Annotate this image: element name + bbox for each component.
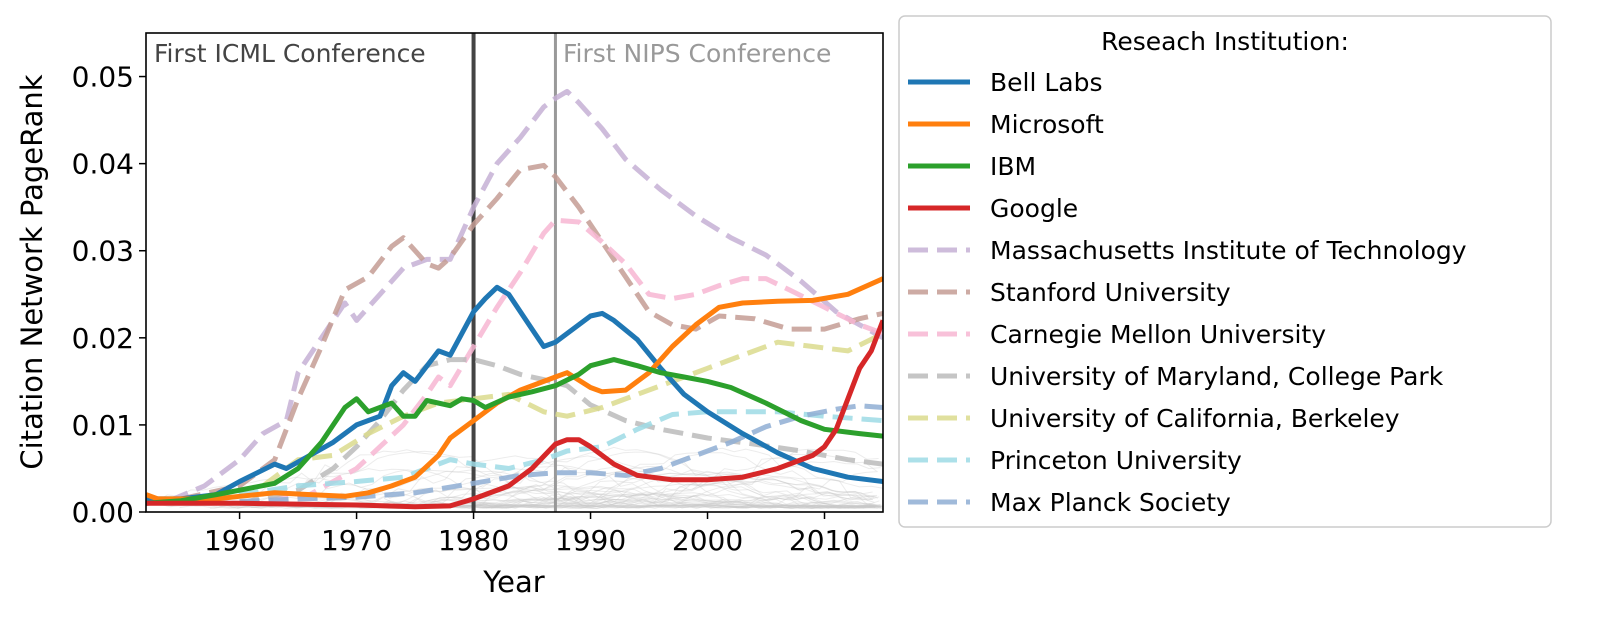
y-tick-label: 0.04 — [72, 148, 134, 181]
background-line — [371, 452, 875, 509]
series-line-microsoft — [146, 276, 883, 502]
legend-label: Google — [990, 194, 1078, 223]
legend-label: Stanford University — [990, 278, 1231, 307]
background-line — [419, 488, 877, 509]
legend-title: Reseach Institution: — [1101, 27, 1349, 56]
x-tick-label: 1980 — [438, 524, 509, 557]
background-line — [463, 496, 873, 509]
background-line — [179, 465, 882, 509]
x-tick-label: 2000 — [672, 524, 743, 557]
x-tick-label: 1970 — [321, 524, 392, 557]
legend-label: University of California, Berkeley — [990, 404, 1400, 433]
plot-frame — [145, 32, 884, 513]
y-tick-label: 0.05 — [72, 61, 134, 94]
background-line — [479, 471, 878, 510]
background-line — [231, 449, 875, 509]
legend-box — [898, 15, 1552, 528]
x-axis-ticks: 1960 1970 1980 1990 2000 2010 — [204, 512, 860, 557]
series-line-stanford-university — [180, 162, 883, 502]
legend: Reseach Institution: Bell Labs Microsoft I… — [898, 15, 1552, 528]
y-axis-label: Citation Network PageRank — [15, 74, 49, 469]
icml-annotation: First ICML Conference — [154, 39, 426, 68]
x-tick-label: 1990 — [555, 524, 626, 557]
legend-label: University of Maryland, College Park — [990, 362, 1444, 391]
x-tick-label: 2010 — [789, 524, 860, 557]
x-tick-label: 1960 — [204, 524, 275, 557]
background-line — [373, 492, 877, 509]
background-line — [301, 469, 876, 509]
legend-items: Bell Labs Microsoft IBM Google Massachusetts… — [908, 68, 1467, 517]
background-line — [411, 479, 880, 509]
legend-label: Bell Labs — [990, 68, 1103, 97]
y-tick-label: 0.02 — [72, 322, 134, 355]
background-line — [494, 460, 881, 509]
y-tick-label: 0.01 — [72, 409, 134, 442]
background-line — [457, 448, 879, 509]
background-line — [313, 490, 876, 509]
legend-label: Carnegie Mellon University — [990, 320, 1326, 349]
background-line — [155, 476, 882, 509]
y-axis-ticks: 0.00 0.01 0.02 0.03 0.04 0.05 — [72, 61, 146, 529]
background-line — [342, 485, 881, 509]
series-layer — [146, 88, 883, 510]
x-axis-label: Year — [482, 565, 544, 599]
background-line — [448, 472, 881, 508]
background-line — [236, 455, 881, 509]
y-tick-label: 0.00 — [72, 496, 134, 529]
series-line-university-of-california-berkeley — [261, 331, 883, 488]
series-line-max-planck-society — [239, 403, 883, 504]
background-line — [331, 497, 882, 509]
background-line — [428, 473, 873, 508]
series-line-university-of-maryland-college-park — [239, 357, 883, 506]
legend-label: Max Planck Society — [990, 488, 1231, 517]
background-line — [486, 491, 873, 509]
background-line — [403, 475, 883, 509]
series-line-carnegie-mellon-university — [239, 217, 883, 506]
background-line — [260, 450, 881, 509]
background-line — [383, 464, 876, 509]
legend-label: Microsoft — [990, 110, 1104, 139]
background-line — [378, 472, 882, 509]
series-line-ibm — [146, 357, 883, 506]
nips-annotation: First NIPS Conference — [563, 39, 831, 68]
background-line — [194, 484, 873, 509]
series-line-google — [146, 319, 883, 510]
background-line — [210, 483, 877, 510]
legend-label: IBM — [990, 152, 1036, 181]
background-line — [374, 477, 879, 509]
series-line-princeton-university — [180, 409, 883, 504]
background-line — [430, 495, 875, 509]
series-line-bell-labs — [146, 284, 883, 502]
y-tick-label: 0.03 — [72, 235, 134, 268]
background-line — [225, 491, 882, 509]
background-line — [379, 497, 883, 509]
legend-label: Princeton University — [990, 446, 1242, 475]
background-line — [434, 469, 880, 509]
legend-label: Massachusetts Institute of Technology — [990, 236, 1467, 265]
series-line-massachusetts-institute-of-technology — [168, 88, 883, 504]
